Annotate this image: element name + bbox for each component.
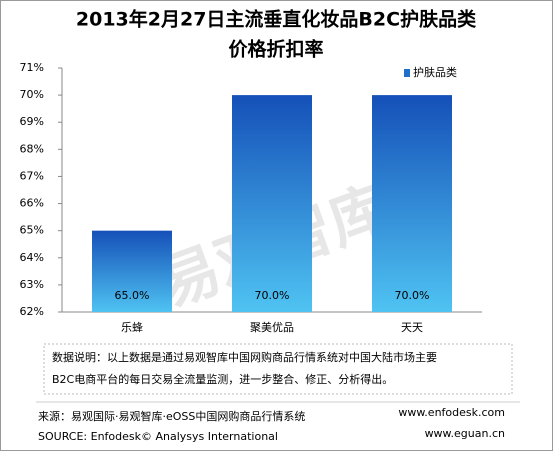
x-tick-label: 乐蜂: [121, 320, 143, 334]
y-tick-label: 62%: [20, 305, 44, 318]
x-tick-label: 聚美优品: [250, 321, 294, 334]
chart-subtitle: 价格折扣率: [228, 38, 323, 61]
value-label: 70.0%: [255, 289, 290, 302]
note-box: [43, 343, 513, 395]
note-line: B2C电商平台的每日交易全流量监测，进一步整合、修正、分析得出。: [52, 372, 393, 386]
value-label: 65.0%: [115, 289, 150, 302]
y-tick-label: 71%: [20, 61, 44, 74]
y-tick-label: 70%: [20, 88, 44, 101]
y-tick-label: 65%: [20, 224, 44, 237]
source-line: SOURCE: Enfodesk© Analysys International: [38, 430, 278, 443]
legend-swatch: [404, 69, 410, 77]
source-line: 来源：易观国际·易观智库·eOSS中国网购商品行情系统: [38, 409, 305, 423]
y-tick-label: 63%: [20, 278, 44, 291]
y-tick-label: 64%: [20, 251, 44, 264]
website: www.eguan.cn: [425, 427, 505, 440]
value-label: 70.0%: [395, 289, 430, 302]
x-tick-label: 天天: [401, 321, 423, 334]
chart-title: 2013年2月27日主流垂直化妆品B2C护肤品类: [76, 8, 476, 31]
y-tick-label: 66%: [20, 197, 44, 210]
note-line: 数据说明：以上数据是通过易观智库中国网购商品行情系统对中国大陆市场主要: [52, 350, 437, 364]
y-tick-label: 69%: [20, 115, 44, 128]
y-tick-label: 67%: [20, 169, 44, 182]
bar: [232, 95, 312, 312]
bar: [372, 95, 452, 312]
legend-label: 护肤品类: [413, 65, 457, 79]
y-tick-label: 68%: [20, 142, 44, 155]
bar: [92, 230, 172, 312]
website: www.enfodesk.com: [398, 406, 505, 419]
